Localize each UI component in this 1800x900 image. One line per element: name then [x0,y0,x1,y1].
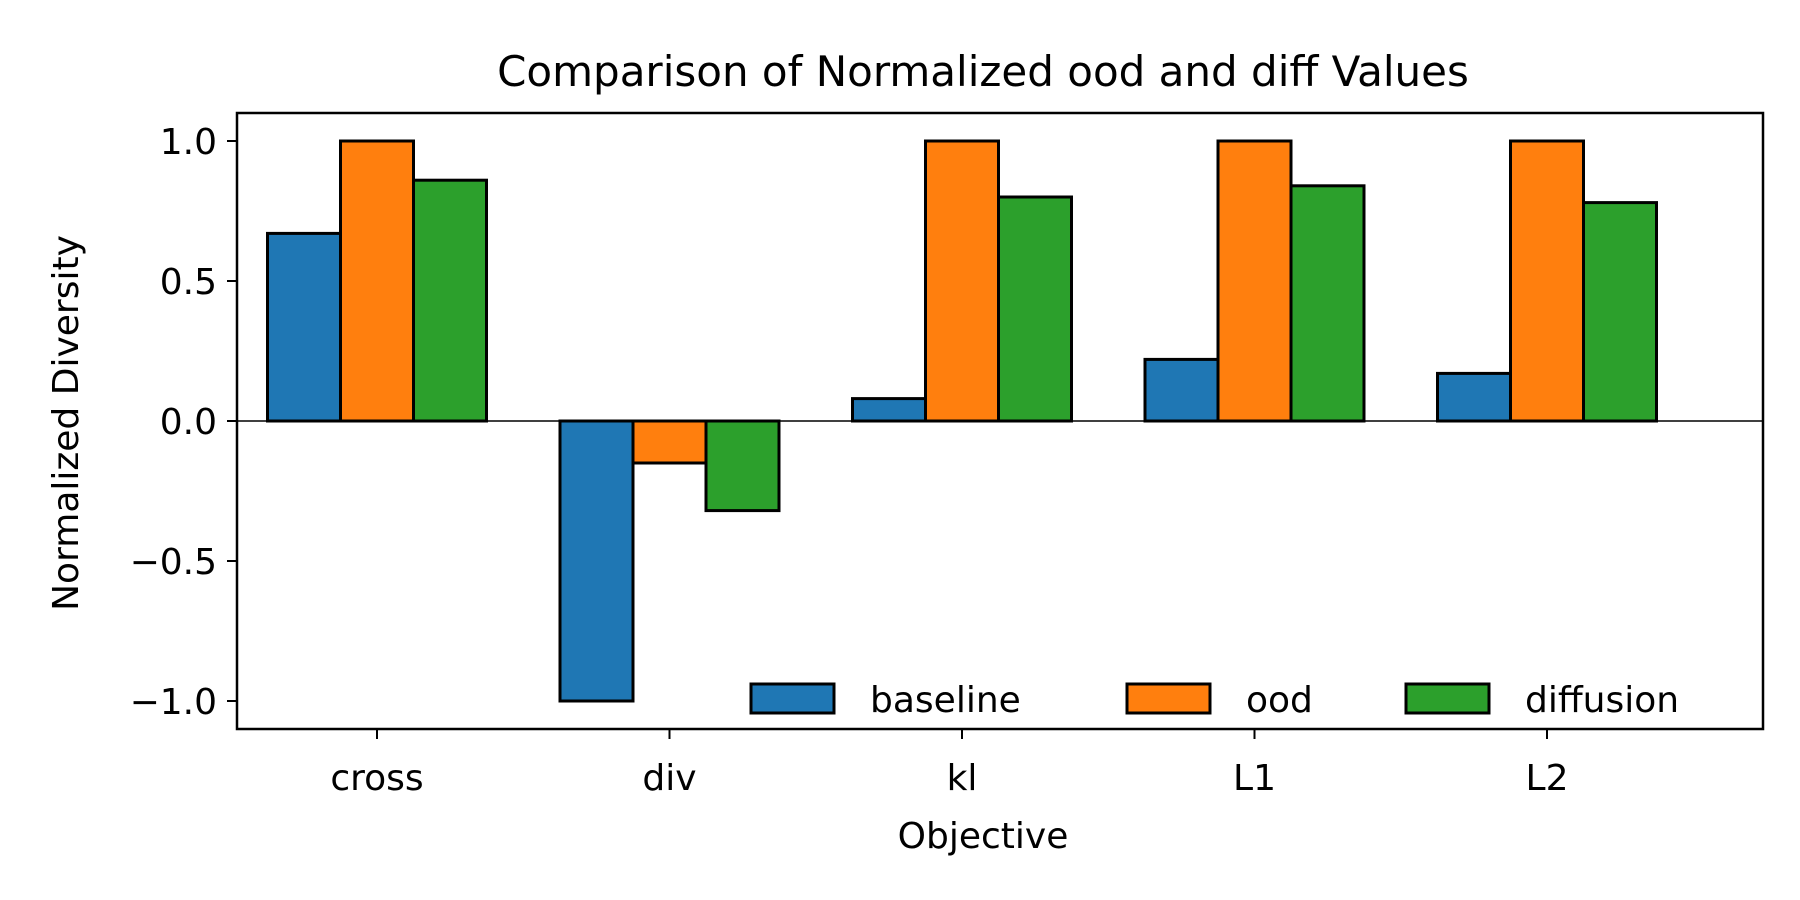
y-tick-label: −0.5 [130,542,217,583]
x-axis: cross div kl L1 L2 [330,729,1568,799]
bar-diffusion-L1 [1289,184,1366,423]
bar-diffusion-kl [997,195,1073,423]
y-tick-label: −1.0 [130,682,217,723]
bar-baseline-div [558,419,635,703]
legend: baseline ood diffusion [749,680,1679,721]
x-axis-label: Objective [898,816,1069,857]
legend-swatch-baseline [749,682,836,715]
x-tick-label-L2: L2 [1526,758,1569,799]
x-tick-label-div: div [642,758,696,799]
bar-baseline-L1 [1143,357,1220,423]
bar-diffusion-cross [412,178,488,423]
y-axis-label: Normalized Diversity [46,235,87,611]
bar-diffusion-div [704,419,781,513]
bar-ood-div [631,419,708,465]
chart-title: Comparison of Normalized ood and diff Va… [497,47,1469,96]
bar-ood-kl [924,139,1000,423]
bar-baseline-L2 [1436,371,1512,423]
x-tick-label-L1: L1 [1233,758,1276,799]
bar-baseline-cross [266,231,342,423]
x-tick-label-cross: cross [330,758,423,799]
x-tick-label-kl: kl [947,758,978,799]
legend-label-ood: ood [1246,680,1313,721]
bar-ood-cross [339,139,415,423]
bar-diffusion-L2 [1582,201,1658,423]
legend-swatch-diffusion [1404,682,1491,715]
y-axis: 1.0 0.5 0.0 −0.5 −1.0 [130,122,237,723]
bar-ood-L1 [1216,139,1293,423]
y-tick-label: 0.5 [160,262,217,303]
plot-area [235,111,1765,731]
legend-label-diffusion: diffusion [1525,680,1679,721]
bar-ood-L2 [1509,139,1585,423]
legend-label-baseline: baseline [870,680,1021,721]
bar-baseline-kl [851,397,927,423]
y-tick-label: 1.0 [160,122,217,163]
y-tick-label: 0.0 [160,402,217,443]
legend-swatch-ood [1125,682,1212,715]
